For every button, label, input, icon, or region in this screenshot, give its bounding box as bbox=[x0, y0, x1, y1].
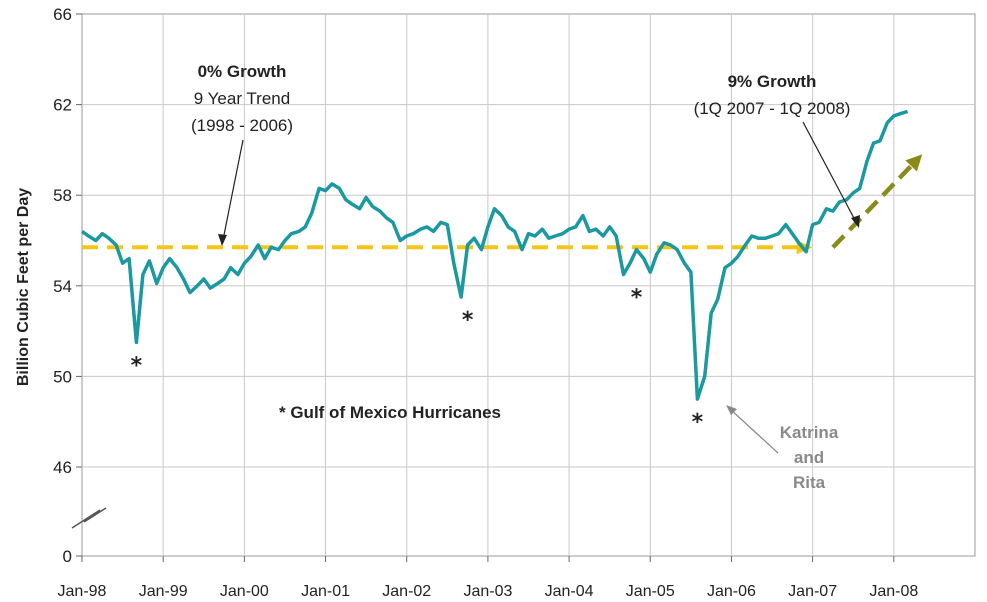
x-tick-label: Jan-99 bbox=[139, 583, 188, 600]
x-tick-label: Jan-08 bbox=[869, 583, 918, 600]
hurricane-markers: * * * * bbox=[131, 285, 704, 435]
nine-growth-title: 9% Growth bbox=[728, 72, 817, 91]
axis-break-icon bbox=[71, 507, 107, 529]
y-tick-label: 66 bbox=[53, 5, 72, 24]
y-tick-label: 54 bbox=[53, 277, 72, 296]
x-tick-label: Jan-07 bbox=[788, 583, 837, 600]
y-tick-label: 0 bbox=[63, 547, 72, 566]
growth-line bbox=[831, 164, 913, 249]
hurricane-marker: * bbox=[631, 285, 643, 310]
katrina-pointer bbox=[729, 408, 779, 454]
hurricane-legend-note: * Gulf of Mexico Hurricanes bbox=[279, 403, 501, 422]
y-axis-label: Billion Cubic Feet per Day bbox=[15, 188, 32, 386]
hurricane-marker: * bbox=[131, 353, 143, 378]
series-line bbox=[80, 109, 909, 401]
zero-growth-pointer bbox=[222, 139, 244, 241]
zero-growth-title: 0% Growth bbox=[198, 62, 287, 81]
hurricane-marker: * bbox=[462, 308, 474, 333]
x-tick-label: Jan-04 bbox=[545, 583, 594, 600]
axis-ticks: 66 62 58 54 50 46 0 Jan-98 Jan-99 Jan-00 Jan-01 Jan… bbox=[53, 5, 918, 600]
y-tick-label: 62 bbox=[53, 96, 72, 115]
x-tick-label: Jan-02 bbox=[382, 583, 431, 600]
katrina-pointer-head bbox=[726, 405, 737, 415]
y-tick-label: 46 bbox=[53, 458, 72, 477]
y-tick-label: 50 bbox=[53, 367, 72, 386]
x-tick-label: Jan-01 bbox=[301, 583, 350, 600]
x-tick-label: Jan-03 bbox=[463, 583, 512, 600]
zero-growth-line3: (1998 - 2006) bbox=[191, 116, 293, 135]
katrina-line1: Katrina bbox=[780, 423, 839, 442]
nine-growth-pointer-head bbox=[851, 215, 860, 228]
nine-growth-pointer bbox=[802, 121, 857, 223]
nine-growth-line2: (1Q 2007 - 1Q 2008) bbox=[694, 99, 851, 118]
zero-growth-line2: 9 Year Trend bbox=[194, 89, 290, 108]
hurricane-marker: * bbox=[692, 410, 704, 435]
growth-arrow-group bbox=[831, 154, 923, 249]
x-tick-label: Jan-05 bbox=[626, 583, 675, 600]
katrina-line3: Rita bbox=[793, 473, 826, 492]
katrina-line2: and bbox=[794, 448, 824, 467]
growth-arrow-head bbox=[905, 154, 923, 172]
x-tick-label: Jan-00 bbox=[220, 583, 269, 600]
x-tick-label: Jan-06 bbox=[707, 583, 756, 600]
y-tick-label: 58 bbox=[53, 186, 72, 205]
series-group bbox=[80, 109, 909, 401]
grid bbox=[82, 14, 975, 556]
x-tick-label: Jan-98 bbox=[58, 583, 107, 600]
zero-growth-pointer-head bbox=[218, 234, 227, 246]
